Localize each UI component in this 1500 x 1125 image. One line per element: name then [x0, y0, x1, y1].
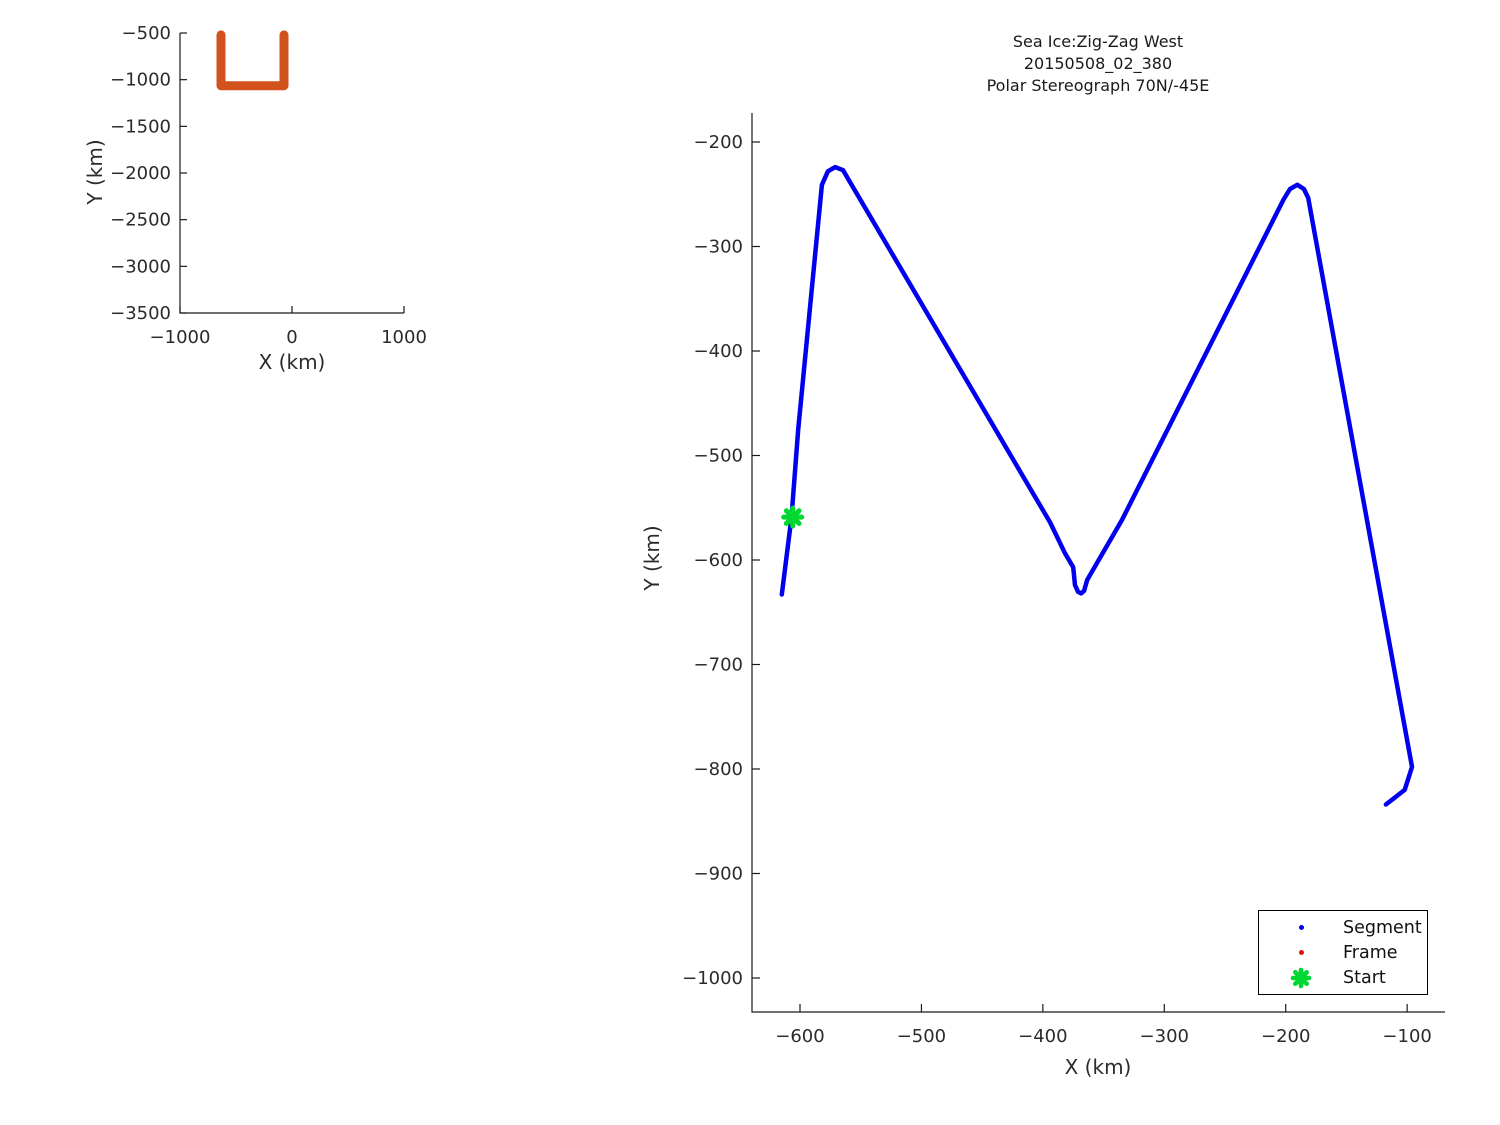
overview-y-tick-label: −2500	[110, 210, 171, 231]
start-marker-asterisk	[781, 505, 805, 529]
overview-y-tick-label: −1000	[110, 70, 171, 91]
main-y-tick-label: −900	[694, 864, 743, 885]
overview-y-axis-label: Y (km)	[83, 139, 107, 205]
main-plot-title: Sea Ice:Zig-Zag West 20150508_02_380 Pol…	[898, 31, 1298, 97]
main-y-tick-label: −1000	[682, 968, 743, 989]
title-line-1: Sea Ice:Zig-Zag West	[1012, 32, 1184, 51]
main-y-axis-label: Y (km)	[640, 525, 664, 591]
legend: Segment Frame Start	[1258, 910, 1428, 995]
start-asterisk-svg	[1290, 967, 1312, 988]
start-asterisk-icon	[1259, 967, 1343, 989]
main-track-path	[779, 164, 1415, 807]
main-axis-spines	[751, 113, 1445, 1013]
title-line-2: 20150508_02_380	[1023, 54, 1173, 73]
main-y-tick-label: −200	[694, 132, 743, 153]
main-y-tick-label: −700	[694, 655, 743, 676]
legend-row-frame: Frame	[1259, 940, 1427, 965]
main-x-tick-label: −400	[1018, 1026, 1067, 1047]
overview-x-tick-label: −1000	[150, 327, 211, 348]
overview-y-tick-label: −3000	[110, 256, 171, 277]
title-line-3: Polar Stereograph 70N/-45E	[986, 76, 1210, 95]
overview-axis-spines	[179, 33, 404, 314]
legend-row-start: Start	[1259, 965, 1427, 990]
main-x-tick-label: −500	[897, 1026, 946, 1047]
main-x-tick-label: −100	[1382, 1026, 1431, 1047]
main-y-tick-label: −500	[694, 446, 743, 467]
overview-track-path	[216, 30, 289, 91]
main-y-tick-label: −800	[694, 759, 743, 780]
main-x-tick-label: −600	[775, 1026, 824, 1047]
overview-x-tick-label: 0	[286, 327, 297, 348]
overview-y-tick-label: −3500	[110, 303, 171, 324]
start-marker-line	[783, 508, 802, 527]
main-x-tick-label: −200	[1261, 1026, 1310, 1047]
main-x-axis-label: X (km)	[1064, 1055, 1132, 1079]
main-y-tick-label: −300	[694, 237, 743, 258]
main-x-tick-label: −300	[1140, 1026, 1189, 1047]
overview-y-tick-label: −2000	[110, 163, 171, 184]
overview-x-axis-label: X (km)	[258, 350, 326, 374]
legend-label-start: Start	[1343, 967, 1386, 988]
main-y-tick-label: −400	[694, 341, 743, 362]
segment-dot-icon	[1259, 925, 1343, 930]
overview-y-tick-label: −1500	[110, 116, 171, 137]
legend-label-frame: Frame	[1343, 942, 1398, 963]
frame-dot-icon	[1259, 950, 1343, 955]
legend-label-segment: Segment	[1343, 917, 1422, 938]
overview-x-tick-label: 1000	[381, 327, 427, 348]
overview-y-tick-label: −500	[122, 23, 171, 44]
legend-row-segment: Segment	[1259, 915, 1427, 940]
main-y-tick-label: −600	[694, 550, 743, 571]
